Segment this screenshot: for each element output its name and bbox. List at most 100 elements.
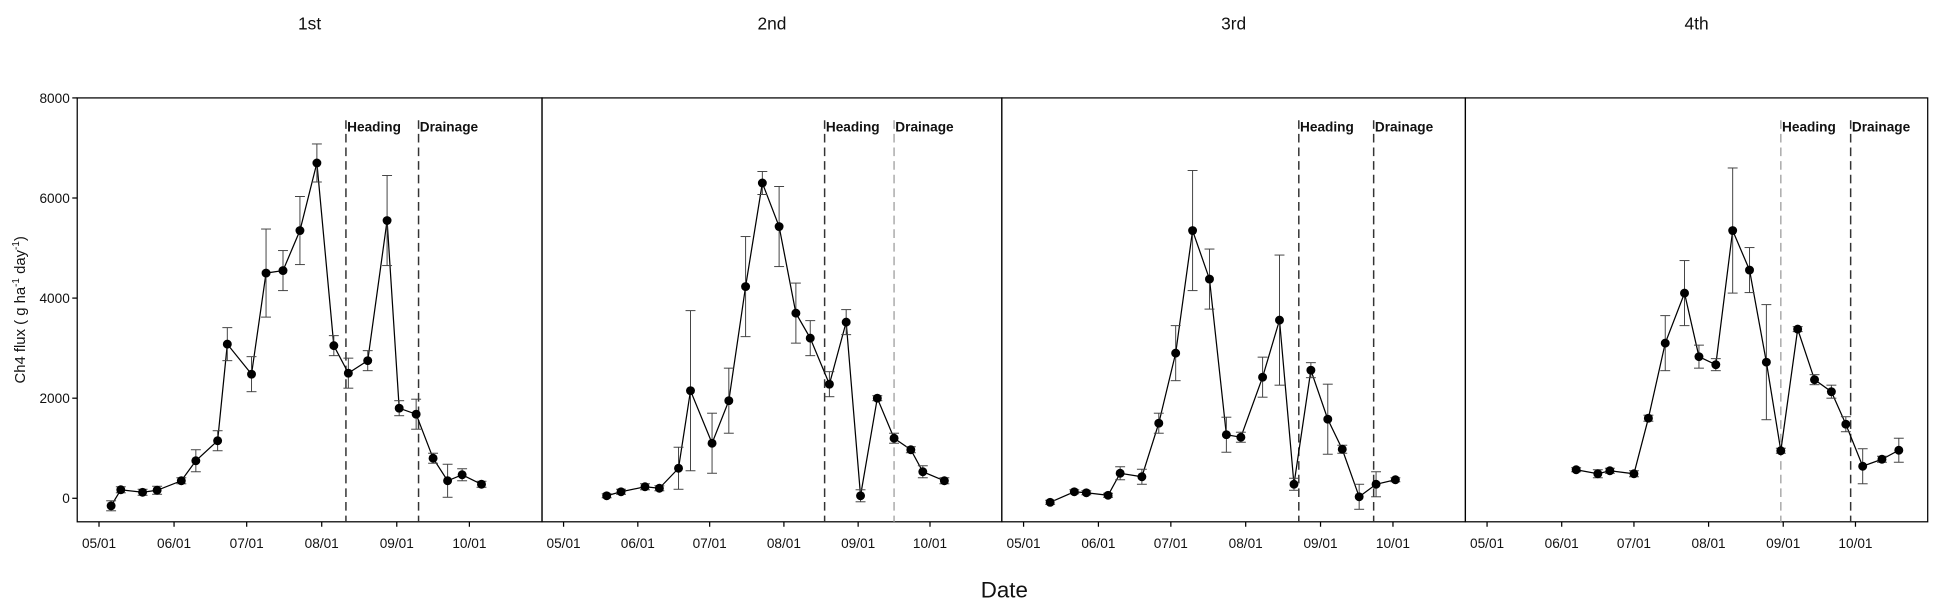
x-tick-label: 10/01 — [913, 536, 947, 551]
y-axis-label: Ch4 flux ( g ha-1 day-1) — [11, 236, 29, 383]
data-point — [116, 485, 126, 495]
data-point — [654, 483, 664, 493]
y-tick-label: 0 — [62, 491, 70, 506]
data-point — [1660, 338, 1670, 348]
data-point — [1643, 413, 1653, 423]
data-line — [1576, 228, 1900, 475]
data-point — [1858, 461, 1868, 471]
data-point — [774, 222, 784, 231]
data-point — [1605, 466, 1615, 476]
data-point — [1793, 324, 1803, 334]
data-point — [1745, 265, 1754, 275]
x-tick-label: 06/01 — [621, 536, 655, 551]
y-axis-label-part: ) — [13, 236, 29, 241]
data-point — [138, 487, 148, 497]
panel-title: 3rd — [1221, 14, 1246, 34]
data-point — [363, 356, 373, 366]
data-point — [757, 178, 767, 188]
data-point — [247, 369, 256, 379]
data-point — [805, 333, 815, 343]
data-point — [1258, 372, 1268, 382]
data-point — [1841, 419, 1851, 429]
panel-title: 1st — [298, 14, 321, 34]
data-point — [295, 226, 305, 235]
data-point — [411, 409, 421, 419]
x-tick-label: 08/01 — [1692, 536, 1726, 551]
data-point — [1680, 288, 1689, 298]
data-point — [1337, 444, 1347, 454]
data-point — [443, 476, 453, 486]
data-point — [1045, 497, 1055, 507]
data-point — [394, 403, 404, 413]
x-tick-label: 10/01 — [1376, 536, 1410, 551]
data-point — [1810, 375, 1819, 385]
y-tick-label: 6000 — [39, 191, 70, 206]
data-point — [176, 476, 186, 486]
data-point — [1776, 446, 1786, 456]
x-tick-label: 05/01 — [1470, 536, 1504, 551]
data-point — [1761, 357, 1771, 367]
x-tick-label: 07/01 — [1617, 536, 1651, 551]
x-tick-label: 06/01 — [1081, 536, 1115, 551]
event-label: Drainage — [895, 119, 954, 134]
event-label: Heading — [826, 119, 880, 134]
data-point — [1629, 469, 1639, 479]
data-point — [1323, 414, 1333, 424]
data-point — [312, 158, 322, 168]
x-tick-label: 07/01 — [1154, 536, 1188, 551]
plot-frame — [1464, 97, 1929, 523]
data-point — [856, 491, 866, 501]
data-point — [1289, 479, 1299, 489]
data-point — [152, 485, 162, 495]
data-point — [1236, 432, 1246, 442]
x-tick-label: 07/01 — [230, 536, 264, 551]
data-point — [918, 467, 928, 477]
event-label: Drainage — [1375, 119, 1434, 134]
data-point — [1137, 472, 1147, 482]
panel-title: 4th — [1684, 14, 1708, 34]
data-point — [382, 216, 392, 225]
data-point — [1154, 418, 1164, 428]
data-point — [1894, 445, 1904, 455]
event-label: Heading — [347, 119, 401, 134]
y-tick-label: 8000 — [39, 91, 70, 106]
x-tick-label: 09/01 — [841, 536, 875, 551]
data-point — [1306, 365, 1316, 375]
data-point — [1354, 492, 1364, 502]
event-label: Drainage — [420, 119, 479, 134]
data-point — [686, 386, 695, 396]
x-tick-label: 10/01 — [1838, 536, 1872, 551]
data-point — [602, 491, 612, 501]
data-point — [1115, 468, 1125, 478]
event-label: Drainage — [1852, 119, 1911, 134]
x-axis-label: Date — [981, 577, 1028, 602]
x-tick-label: 06/01 — [157, 536, 191, 551]
y-axis-label-part: Ch4 flux ( g ha — [13, 286, 29, 383]
data-point — [616, 487, 626, 497]
event-label: Heading — [1300, 119, 1354, 134]
data-point — [1877, 454, 1887, 464]
x-tick-label: 09/01 — [380, 536, 414, 551]
data-point — [1081, 488, 1091, 498]
panel-title: 2nd — [757, 14, 786, 34]
x-tick-label: 05/01 — [82, 536, 116, 551]
data-point — [640, 482, 650, 492]
y-axis-label-part: -1 — [11, 241, 22, 250]
data-point — [213, 436, 223, 446]
data-point — [1390, 475, 1400, 485]
data-point — [191, 456, 201, 466]
x-tick-label: 08/01 — [305, 536, 339, 551]
y-axis-label-part: day — [13, 249, 29, 278]
plot-frame — [76, 97, 543, 523]
data-point — [824, 379, 834, 389]
x-tick-label: 08/01 — [767, 536, 801, 551]
data-point — [222, 339, 232, 349]
x-tick-label: 09/01 — [1766, 536, 1800, 551]
y-axis-label-part: -1 — [11, 278, 22, 287]
data-point — [477, 479, 486, 489]
data-point — [1221, 430, 1231, 440]
data-point — [741, 282, 751, 292]
x-tick-label: 09/01 — [1303, 536, 1337, 551]
event-label: Heading — [1782, 119, 1836, 134]
